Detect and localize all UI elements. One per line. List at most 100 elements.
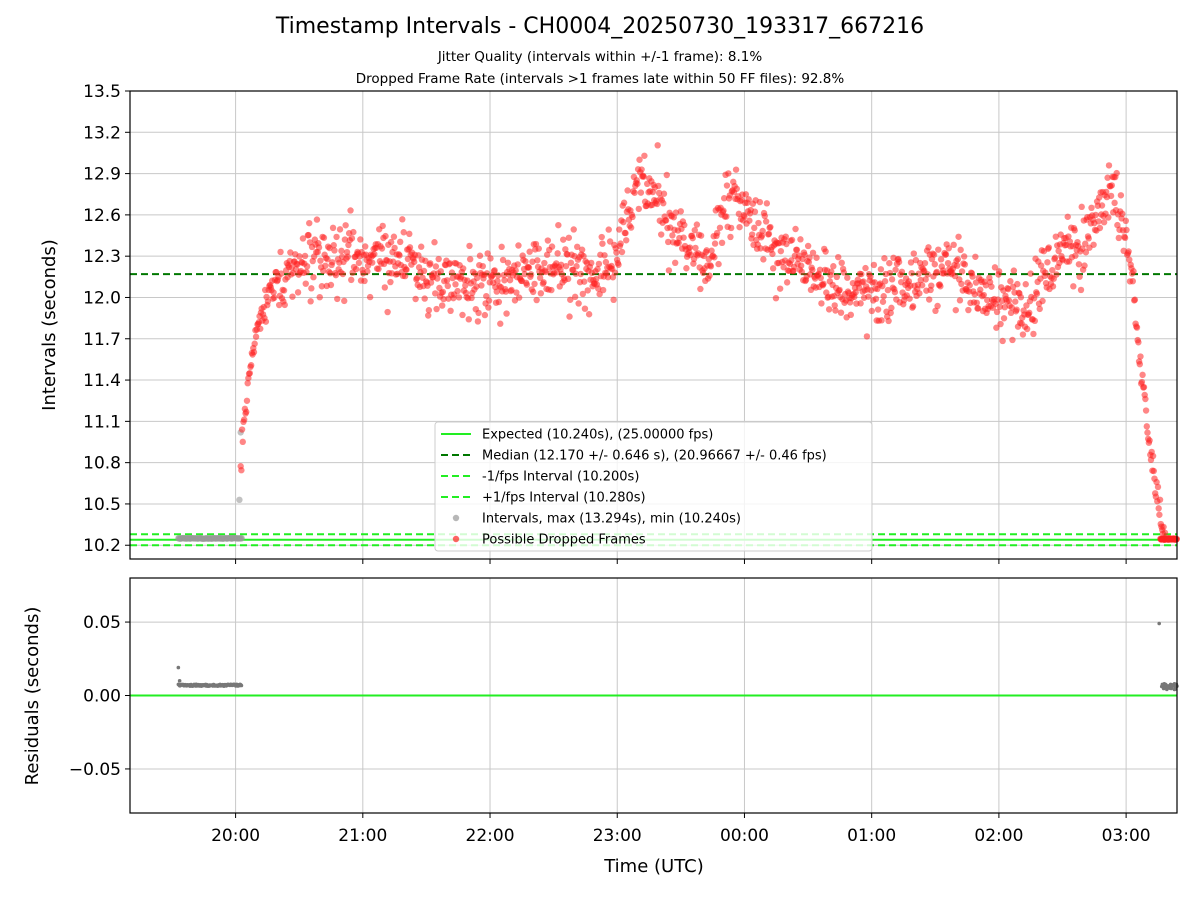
dropped-frame-point [494,277,501,285]
dropped-frame-point [732,166,740,173]
dropped-frame-point [474,318,482,325]
dropped-frame-point [830,263,837,270]
dropped-frame-point [331,247,338,254]
dropped-frame-point [578,246,586,253]
dropped-frame-point [399,216,406,223]
dropped-frame-point [671,259,679,267]
dropped-frame-point [575,300,582,307]
dropped-frame-point [542,268,549,276]
bottom-panel-points [176,621,1179,692]
dropped-frame-point [611,269,619,276]
dropped-frame-point [595,260,603,268]
dropped-frame-point [748,231,756,238]
dropped-frame-point [565,234,573,241]
dropped-frame-point [840,269,848,276]
residual-point [177,679,182,683]
dropped-frame-point [526,248,533,255]
dropped-frame-point [932,307,939,315]
dropped-frame-point [1007,309,1015,317]
dropped-frame-point [788,257,795,264]
dropped-frame-point [697,285,704,293]
dropped-frame-point [324,255,331,263]
dropped-frame-point [381,284,389,291]
dropped-frame-point [838,259,845,267]
dropped-frame-point [1044,259,1051,266]
dropped-frame-point [1144,429,1151,436]
dropped-frame-point [437,268,444,275]
dropped-frame-point [1142,395,1149,403]
dropped-frame-point [868,307,876,315]
dropped-frame-point [942,251,950,258]
dropped-frame-point [1076,273,1083,280]
dropped-frame-point [459,311,466,319]
dropped-frame-point [446,260,454,267]
dropped-frame-point [706,272,713,279]
dropped-frame-point [1130,268,1137,275]
dropped-frame-point [566,313,573,320]
dropped-frame-point [257,325,264,332]
dropped-frame-point [777,247,785,255]
top-y-tick-label: 11.1 [83,412,121,432]
dropped-frame-point [1100,219,1108,226]
dropped-frame-point [1096,194,1103,201]
dropped-frame-point [1156,511,1163,518]
dropped-frame-point [620,218,627,226]
dropped-frame-point [769,250,776,258]
dropped-frame-point [1123,226,1130,234]
top-y-tick-label: 12.3 [83,247,121,267]
dropped-frame-point [930,251,938,258]
dropped-frame-point [585,311,593,318]
dropped-frame-point [1131,296,1139,303]
dropped-frame-point [809,249,817,256]
dropped-frame-point [270,289,277,296]
dropped-frame-point [421,295,428,302]
dropped-frame-point [1105,162,1113,169]
dropped-frame-point [636,156,643,163]
dropped-frame-point [487,255,494,262]
dropped-frame-point [997,320,1004,328]
dropped-frame-point [403,266,410,273]
dropped-frame-point [837,309,845,316]
dropped-frame-point [330,242,337,249]
dropped-frame-point [711,254,718,261]
dropped-frame-point [1053,271,1060,278]
dropped-frame-point [564,275,572,283]
dropped-frame-point [720,207,727,214]
dropped-frame-point [454,287,461,295]
top-y-tick-label: 13.5 [83,82,121,102]
dropped-frame-point [544,237,552,244]
dropped-frame-point [379,222,386,230]
dropped-frame-point [601,252,608,259]
dropped-frame-point [871,279,878,286]
dropped-frame-point [1119,210,1126,218]
dropped-frame-point [1052,233,1060,240]
dropped-frame-point [438,302,446,309]
dropped-frame-point [536,274,544,282]
dropped-frame-point [916,290,923,297]
dropped-frame-point [760,256,767,263]
dropped-frame-point [562,262,570,270]
bottom-y-tick-label: 0.05 [83,613,121,633]
dropped-frame-point [485,297,493,304]
dropped-frame-point [573,263,580,270]
dropped-frame-point [378,245,386,252]
dropped-frame-point [691,226,698,234]
dropped-frame-point [548,286,555,294]
dropped-frame-point [763,200,771,207]
dropped-frame-point [1149,452,1157,460]
dropped-frame-point [972,279,980,286]
dropped-frame-point [570,226,577,233]
dropped-frame-point [581,278,588,285]
dropped-frame-point [1017,293,1025,301]
dropped-frame-point [327,281,335,289]
dropped-frame-point [613,249,620,256]
dropped-frame-point [1031,317,1039,325]
dropped-frame-point [1092,211,1099,219]
legend-entry: +1/fps Interval (10.280s) [482,491,646,506]
dropped-frame-point [610,296,617,304]
dropped-frame-point [305,231,312,239]
top-y-tick-label: 11.7 [83,330,121,350]
dropped-frame-point [1037,262,1045,269]
dropped-frame-point [835,253,842,261]
dropped-frame-point [669,232,676,239]
